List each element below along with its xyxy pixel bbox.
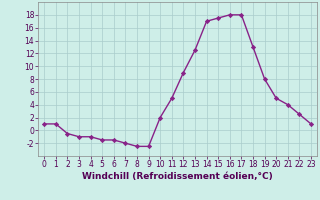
X-axis label: Windchill (Refroidissement éolien,°C): Windchill (Refroidissement éolien,°C) xyxy=(82,172,273,181)
